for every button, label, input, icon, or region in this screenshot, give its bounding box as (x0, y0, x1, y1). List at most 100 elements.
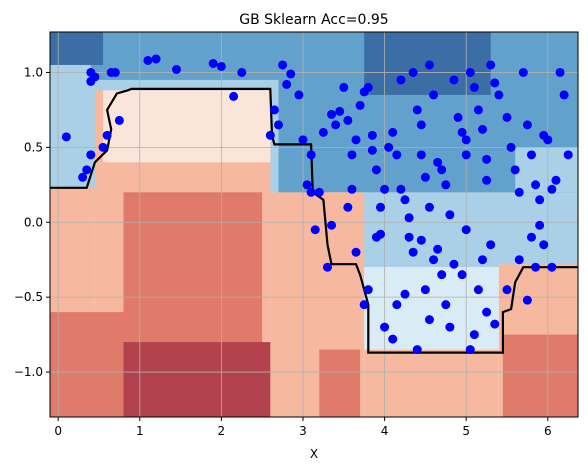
data-point-71 (461, 150, 471, 160)
data-point-2 (82, 165, 92, 175)
data-point-86 (518, 67, 528, 77)
data-point-94 (551, 175, 561, 185)
data-point-22 (278, 60, 288, 70)
data-point-76 (478, 124, 488, 134)
data-point-20 (269, 105, 279, 115)
data-point-103 (359, 300, 369, 310)
data-point-10 (114, 115, 124, 125)
y-tick-label-3: 0.5 (24, 140, 43, 154)
data-point-99 (322, 262, 332, 272)
data-point-59 (416, 150, 426, 160)
data-point-79 (486, 60, 496, 70)
data-point-1 (78, 172, 88, 182)
data-point-77 (482, 154, 492, 164)
data-point-102 (363, 285, 373, 295)
x-axis-label: X (310, 447, 318, 461)
data-point-32 (327, 109, 337, 119)
data-point-75 (473, 105, 483, 115)
data-point-82 (502, 112, 512, 122)
data-point-47 (376, 202, 386, 212)
data-point-136 (535, 220, 545, 230)
y-tick-label-2: 0.0 (24, 215, 43, 229)
data-point-61 (424, 202, 434, 212)
data-point-138 (547, 262, 557, 272)
data-point-125 (469, 330, 479, 340)
data-point-25 (294, 90, 304, 100)
data-point-88 (526, 150, 536, 160)
x-tick-label-4: 4 (381, 424, 389, 438)
data-point-132 (514, 255, 524, 265)
data-point-14 (171, 64, 181, 74)
y-axis-ticks: −1.0 −0.5 0.0 0.5 1.0 (14, 65, 50, 379)
data-point-123 (461, 225, 471, 235)
data-point-41 (355, 100, 365, 110)
data-point-112 (412, 345, 422, 355)
data-point-35 (339, 82, 349, 92)
data-point-60 (420, 172, 430, 182)
y-tick-label-1: −0.5 (14, 290, 43, 304)
data-point-58 (416, 120, 426, 130)
data-point-37 (343, 202, 353, 212)
data-point-120 (445, 322, 455, 332)
y-tick-label-0: −1.0 (14, 365, 43, 379)
data-point-39 (347, 184, 357, 194)
data-point-114 (420, 285, 430, 295)
x-tick-label-5: 5 (462, 424, 470, 438)
data-point-43 (363, 82, 373, 92)
data-point-121 (449, 259, 459, 269)
data-point-31 (318, 127, 328, 137)
data-point-13 (151, 54, 161, 64)
data-point-122 (457, 270, 467, 280)
data-point-3 (86, 150, 96, 160)
data-point-105 (376, 229, 386, 239)
data-point-73 (465, 67, 475, 77)
data-point-11 (110, 67, 120, 77)
x-tick-label-0: 0 (54, 424, 62, 438)
data-point-119 (441, 300, 451, 310)
data-point-30 (314, 187, 324, 197)
data-point-57 (412, 105, 422, 115)
data-point-12 (143, 55, 153, 65)
data-point-28 (302, 180, 312, 190)
data-point-129 (486, 240, 496, 250)
data-point-97 (563, 150, 573, 160)
data-point-17 (229, 91, 239, 101)
data-point-24 (286, 69, 296, 79)
data-point-45 (367, 145, 377, 155)
data-point-115 (424, 315, 434, 325)
data-point-53 (396, 184, 406, 194)
data-point-67 (445, 210, 455, 220)
data-point-68 (449, 75, 459, 85)
decision-region-14 (50, 312, 124, 417)
data-point-117 (433, 244, 443, 254)
data-point-101 (351, 247, 361, 257)
data-point-127 (478, 255, 488, 265)
chart-title: GB Sklearn Acc=0.95 (239, 12, 388, 28)
data-point-98 (310, 225, 320, 235)
data-point-106 (380, 322, 390, 332)
data-point-130 (490, 319, 500, 329)
data-point-113 (416, 235, 426, 245)
decision-region-16 (319, 349, 361, 417)
data-point-48 (380, 184, 390, 194)
data-point-44 (367, 130, 377, 140)
decision-region-13 (103, 90, 271, 163)
x-tick-label-6: 6 (544, 424, 552, 438)
decision-region-3 (50, 32, 104, 65)
data-point-92 (543, 135, 553, 145)
data-point-83 (506, 142, 516, 152)
data-point-55 (404, 213, 414, 223)
data-point-85 (514, 187, 524, 197)
data-point-18 (237, 67, 247, 77)
data-point-70 (457, 127, 467, 137)
data-point-108 (392, 300, 402, 310)
data-point-93 (547, 184, 557, 194)
data-point-96 (559, 90, 569, 100)
decision-region-5 (327, 192, 578, 268)
data-point-118 (437, 270, 447, 280)
data-point-110 (404, 232, 414, 242)
data-point-40 (351, 135, 361, 145)
plot-area (50, 32, 578, 417)
data-point-133 (522, 295, 532, 305)
